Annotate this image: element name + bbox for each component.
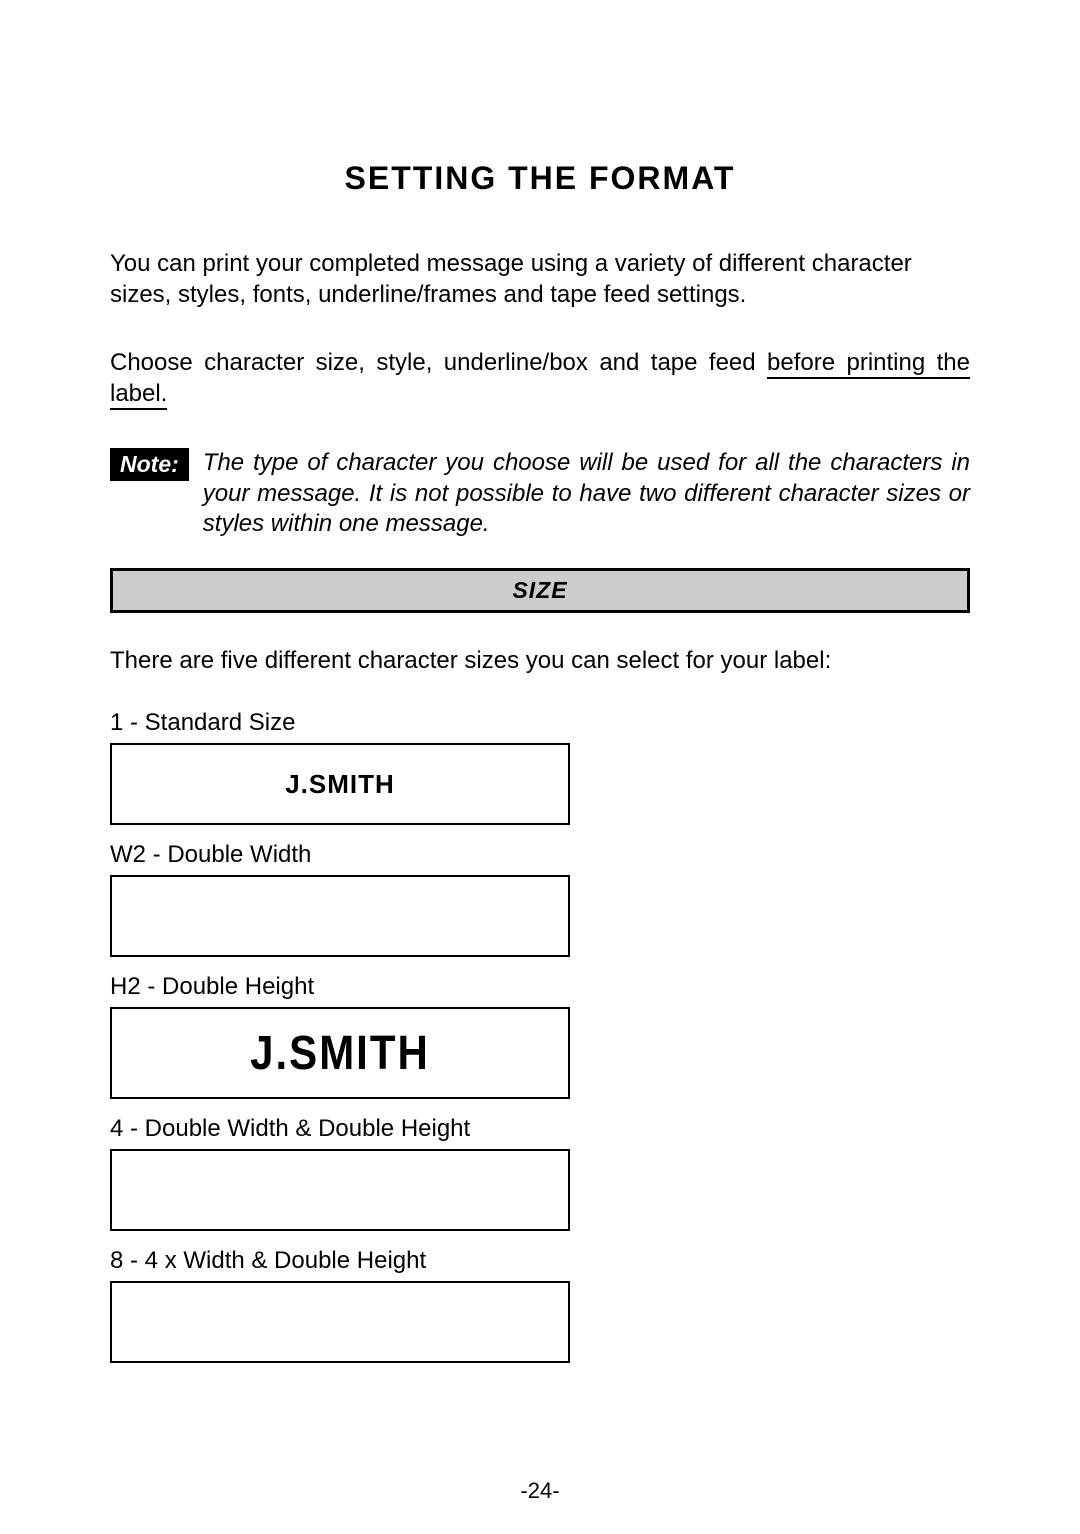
paragraph-2: Choose character size, style, underline/… — [110, 348, 970, 409]
sample-box-double-height: J.SMITH — [110, 1007, 570, 1099]
size-label: H2 - Double Height — [110, 973, 970, 1001]
sample-box-4x-width-double-height — [110, 1281, 570, 1363]
paragraph-2-plain: Choose character size, style, underline/… — [110, 349, 767, 376]
page-number: -24- — [0, 1478, 1080, 1504]
sample-text: J.SMITH — [285, 769, 395, 800]
note-badge: Note: — [110, 448, 189, 481]
size-label: W2 - Double Width — [110, 841, 970, 869]
size-label: 4 - Double Width & Double Height — [110, 1115, 970, 1143]
sample-box-double-width-height — [110, 1149, 570, 1231]
size-label: 1 - Standard Size — [110, 709, 970, 737]
page: SETTING THE FORMAT You can print your co… — [0, 0, 1080, 1534]
size-intro: There are five different character sizes… — [110, 647, 970, 675]
section-bar-size: SIZE — [110, 568, 970, 613]
sample-text: J.SMITH — [250, 1025, 430, 1080]
note-block: Note: The type of character you choose w… — [110, 448, 970, 540]
note-text: The type of character you choose will be… — [203, 448, 970, 540]
page-title: SETTING THE FORMAT — [110, 160, 970, 197]
size-label: 8 - 4 x Width & Double Height — [110, 1247, 970, 1275]
sample-box-standard: J.SMITH — [110, 743, 570, 825]
sample-box-double-width — [110, 875, 570, 957]
paragraph-1: You can print your completed message usi… — [110, 249, 970, 310]
